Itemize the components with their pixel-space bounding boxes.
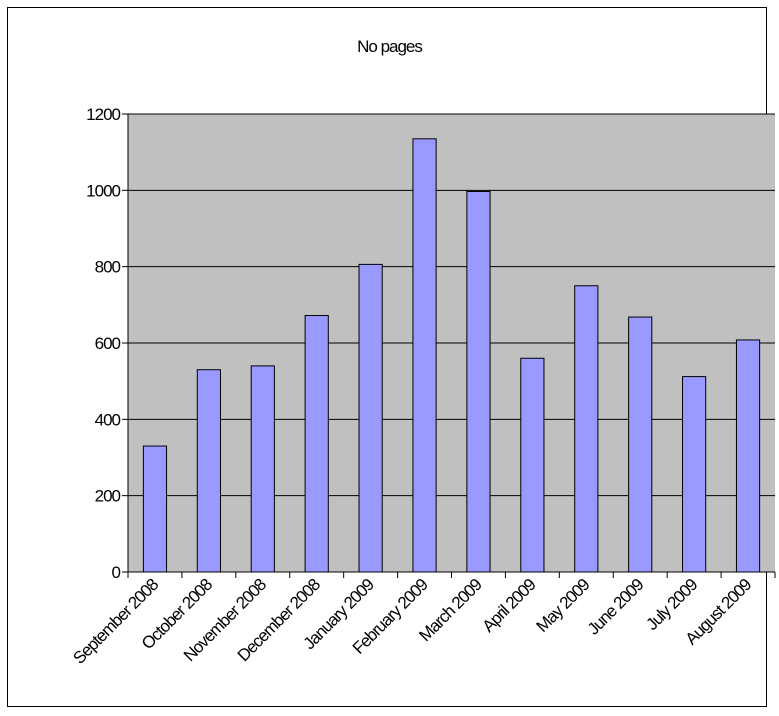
bar	[412, 138, 437, 573]
y-tick-label: 600	[95, 334, 121, 353]
bar	[142, 445, 168, 573]
y-tick-label: 0	[112, 563, 121, 582]
y-tick-labels: 0 200 400 600 800 1000 1200	[86, 105, 121, 582]
bar	[466, 190, 491, 573]
bar	[196, 369, 221, 573]
bar	[628, 316, 653, 573]
y-tick-label: 800	[95, 258, 121, 277]
bar	[520, 357, 545, 573]
y-tick-label: 1000	[86, 181, 120, 200]
chart-title: No pages	[357, 37, 423, 56]
bar	[682, 376, 707, 573]
bar	[250, 365, 275, 573]
bar	[574, 285, 599, 573]
y-tick-label: 200	[95, 487, 121, 506]
axes	[122, 113, 776, 578]
gridlines	[128, 113, 775, 497]
bar	[358, 263, 383, 573]
x-tick-label: June 2009	[584, 575, 648, 639]
x-tick-label: September 2008	[69, 575, 162, 668]
x-tick-label: April 2009	[479, 575, 540, 636]
bar	[304, 315, 329, 573]
y-tick-label: 1200	[86, 105, 120, 124]
y-tick-label: 400	[95, 410, 121, 429]
bar	[735, 339, 761, 573]
